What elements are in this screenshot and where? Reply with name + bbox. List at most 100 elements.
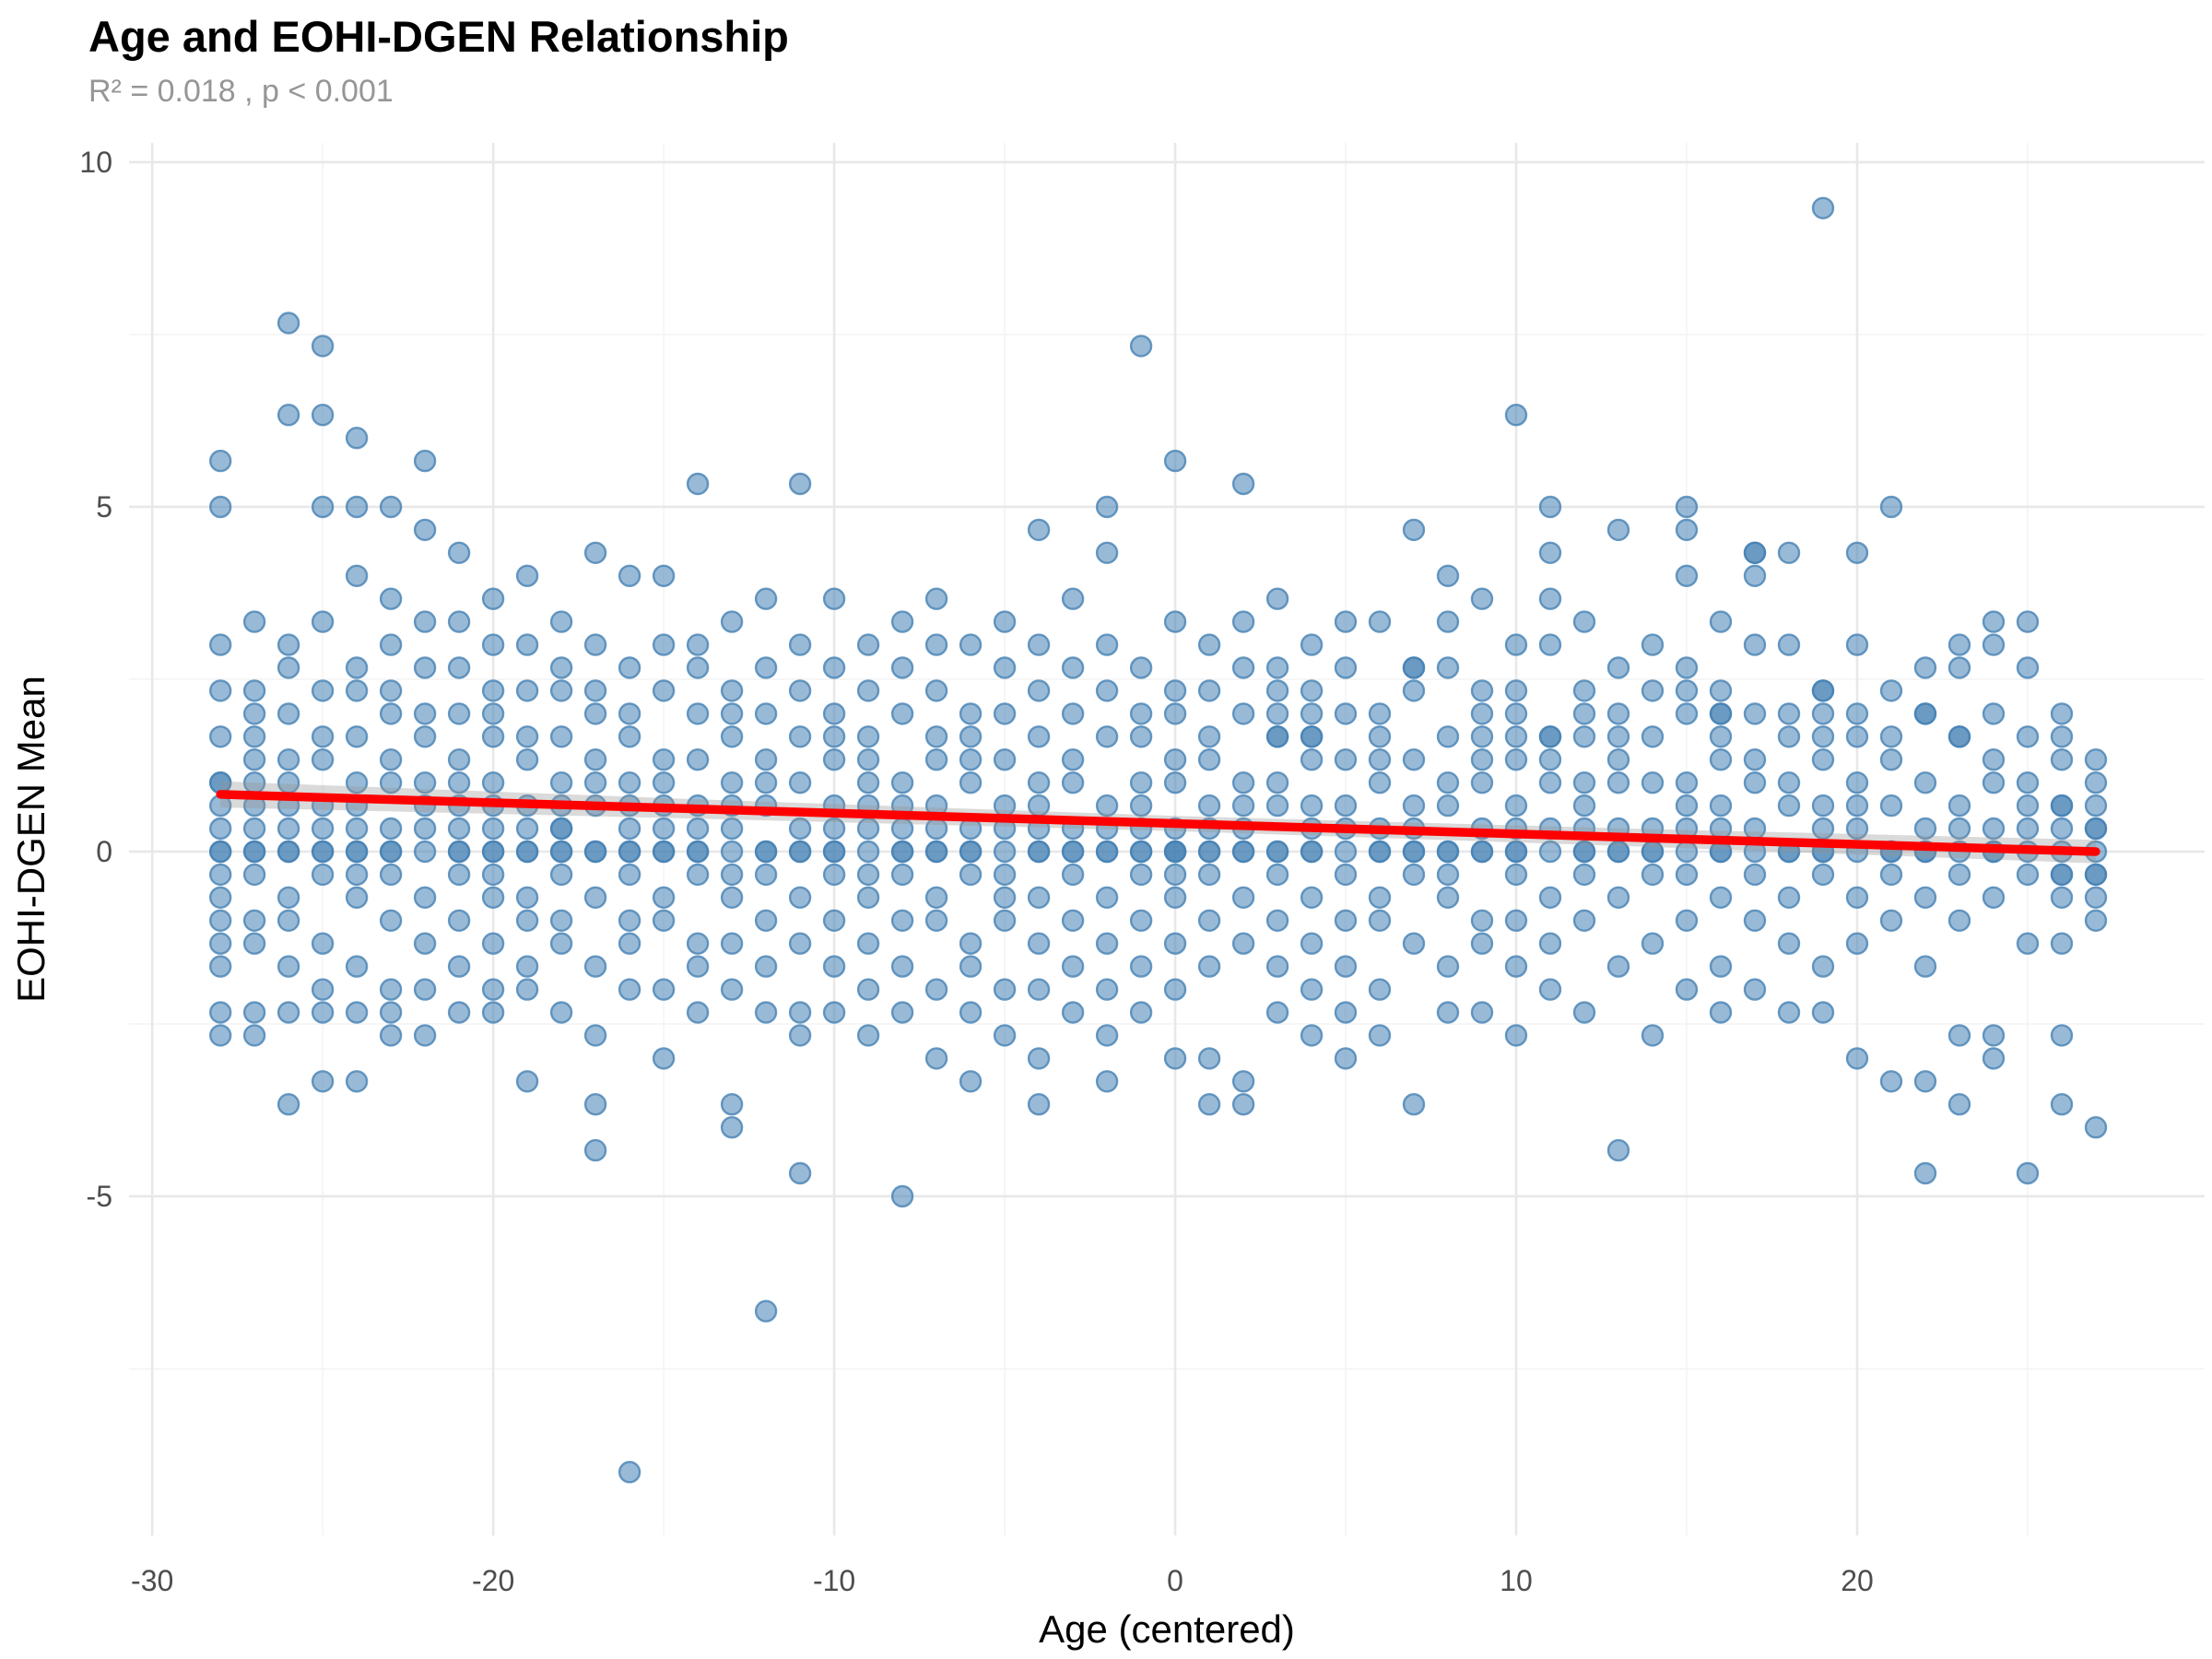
data-point: [754, 587, 778, 610]
data-point: [1265, 909, 1289, 932]
data-point: [242, 863, 266, 887]
data-point: [276, 817, 300, 841]
data-point: [1163, 978, 1187, 1001]
data-point: [515, 748, 539, 771]
data-point: [1265, 725, 1289, 748]
data-point: [208, 679, 232, 702]
data-point: [1470, 840, 1494, 864]
data-point: [1538, 541, 1562, 564]
data-point: [1572, 863, 1596, 887]
data-point: [720, 679, 744, 702]
data-point: [1163, 610, 1187, 633]
data-point: [1845, 794, 1869, 818]
data-point: [1947, 817, 1971, 841]
data-point: [890, 840, 914, 864]
data-point: [311, 840, 335, 864]
data-point: [345, 1070, 369, 1093]
data-point: [652, 564, 676, 587]
data-point: [208, 840, 232, 864]
data-point: [1675, 863, 1699, 887]
data-point: [924, 725, 948, 748]
data-point: [345, 840, 369, 864]
data-point: [686, 932, 710, 955]
data-point: [822, 955, 846, 978]
data-point: [345, 725, 369, 748]
data-point: [822, 702, 846, 725]
data-point: [242, 1001, 266, 1024]
data-point: [754, 1300, 778, 1323]
data-point: [1231, 656, 1255, 679]
data-point: [1197, 955, 1221, 978]
data-point: [1300, 840, 1324, 864]
data-point: [2016, 863, 2040, 887]
data-point: [1197, 794, 1221, 818]
data-point: [856, 932, 880, 955]
data-point: [1300, 633, 1324, 656]
data-point: [208, 725, 232, 748]
data-point: [1641, 932, 1665, 955]
chart-subtitle: R² = 0.018 , p < 0.001: [88, 74, 394, 109]
data-point: [1504, 679, 1528, 702]
data-point: [311, 748, 335, 771]
data-point: [856, 679, 880, 702]
data-point: [1231, 702, 1255, 725]
data-point: [1982, 633, 2006, 656]
data-point: [1743, 702, 1767, 725]
data-point: [720, 840, 744, 864]
data-point: [447, 656, 471, 679]
data-point: [1129, 955, 1153, 978]
data-point: [1947, 725, 1971, 748]
data-point: [413, 610, 437, 633]
data-point: [276, 656, 300, 679]
data-point: [1470, 587, 1494, 610]
data-point: [1606, 518, 1630, 542]
data-point: [413, 702, 437, 725]
data-point: [276, 702, 300, 725]
data-point: [1231, 1070, 1255, 1093]
data-point: [890, 1184, 914, 1208]
data-point: [242, 748, 266, 771]
data-point: [1572, 771, 1596, 794]
data-point: [1163, 1047, 1187, 1070]
data-point: [856, 840, 880, 864]
data-point: [890, 656, 914, 679]
data-point: [549, 656, 573, 679]
data-point: [311, 679, 335, 702]
data-point: [1061, 1001, 1085, 1024]
data-point: [1982, 886, 2006, 909]
data-point: [1027, 771, 1051, 794]
data-point: [276, 633, 300, 656]
data-point: [413, 1024, 437, 1047]
data-point: [1231, 472, 1255, 496]
data-point: [754, 702, 778, 725]
data-point: [1334, 955, 1358, 978]
data-point: [1300, 932, 1324, 955]
data-point: [924, 748, 948, 771]
data-point: [276, 404, 300, 427]
gridlines-minor: [129, 143, 2205, 1535]
data-point: [583, 886, 607, 909]
data-point: [1436, 955, 1460, 978]
data-point: [276, 1001, 300, 1024]
data-point: [1470, 679, 1494, 702]
data-point: [1845, 817, 1869, 841]
data-point: [1743, 771, 1767, 794]
data-point: [208, 449, 232, 473]
data-point: [1743, 863, 1767, 887]
data-point: [1163, 702, 1187, 725]
data-point: [1709, 794, 1733, 818]
data-point: [1163, 932, 1187, 955]
data-point: [1368, 886, 1392, 909]
data-point: [276, 955, 300, 978]
data-point: [618, 817, 641, 841]
data-point: [2016, 1161, 2040, 1185]
data-point: [1913, 1070, 1937, 1093]
data-point: [993, 978, 1017, 1001]
data-point: [1334, 748, 1358, 771]
data-point: [1743, 748, 1767, 771]
data-point: [1061, 702, 1085, 725]
data-point: [1538, 840, 1562, 864]
data-point: [1163, 748, 1187, 771]
data-point: [686, 748, 710, 771]
